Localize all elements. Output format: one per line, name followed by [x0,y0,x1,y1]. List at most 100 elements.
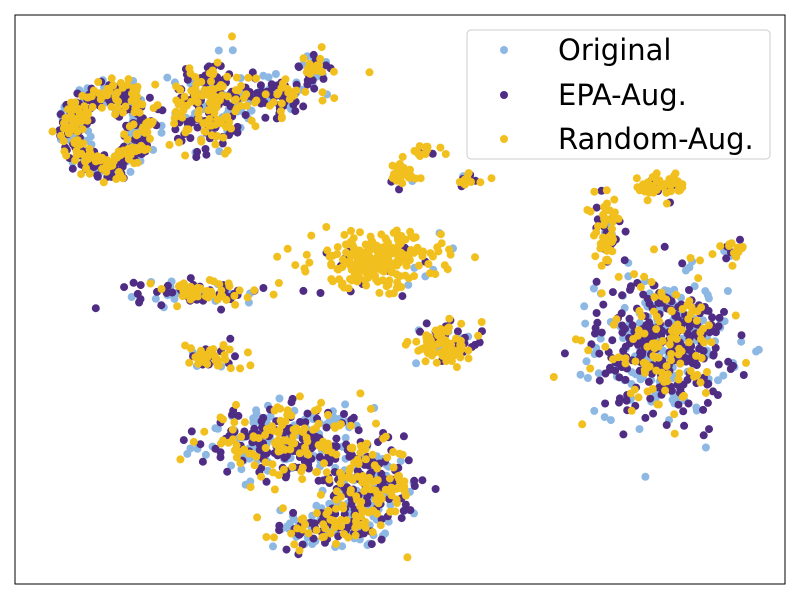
point-random-aug [325,252,334,261]
point-random-aug [406,171,415,180]
point-random-aug [289,425,298,434]
point-random-aug [652,169,661,178]
point-random-aug [639,180,647,189]
point-random-aug [134,146,143,154]
point-random-aug [410,272,419,280]
point-random-aug [287,529,296,538]
point-random-aug [614,272,623,281]
point-random-aug [396,272,404,281]
point-epa-aug [316,289,325,297]
point-random-aug [692,351,701,360]
point-epa-aug [416,327,424,336]
point-random-aug [201,127,210,136]
point-epa-aug [678,259,687,268]
point-random-aug [662,295,671,304]
point-original [237,465,246,474]
point-random-aug [434,247,443,256]
point-epa-aug [621,375,630,384]
scatter-points [48,32,763,562]
point-random-aug [692,316,701,325]
point-random-aug [277,99,286,108]
point-random-aug [243,348,252,357]
point-random-aug [273,252,282,261]
point-epa-aug [711,328,720,337]
point-random-aug [684,315,693,323]
point-random-aug [428,351,436,360]
point-random-aug [447,341,456,349]
point-random-aug [300,424,309,433]
point-random-aug [112,175,121,183]
point-random-aug [316,490,325,499]
point-random-aug [597,289,606,298]
point-random-aug [602,186,611,195]
point-random-aug [269,290,278,299]
point-original [252,406,261,415]
point-random-aug [236,459,245,468]
point-random-aug [402,261,411,270]
point-epa-aug [231,352,239,361]
point-epa-aug [259,284,268,292]
point-epa-aug [363,499,372,507]
point-epa-aug [699,347,708,355]
point-random-aug [323,246,332,255]
point-random-aug [357,497,366,506]
point-epa-aug [68,164,77,173]
point-random-aug [383,453,392,462]
point-epa-aug [281,452,290,461]
point-random-aug [364,273,373,282]
point-epa-aug [683,375,692,384]
point-random-aug [287,438,295,447]
point-random-aug [385,474,394,483]
point-random-aug [389,463,398,472]
point-random-aug [400,483,409,492]
point-epa-aug [680,421,689,430]
point-random-aug [186,344,195,353]
point-random-aug [304,529,313,538]
point-random-aug [327,275,336,284]
point-original [213,424,222,433]
point-random-aug [376,243,385,252]
point-epa-aug [307,443,316,452]
point-random-aug [274,429,283,438]
point-random-aug [674,185,683,194]
point-random-aug [643,196,652,205]
point-random-aug [225,282,234,291]
point-random-aug [113,103,122,112]
point-random-aug [126,150,135,159]
point-random-aug [311,66,320,75]
legend-label-random-aug: Random-Aug. [558,122,754,156]
point-random-aug [675,369,684,378]
point-random-aug [280,436,289,445]
point-random-aug [192,87,200,96]
point-random-aug [94,78,103,86]
point-epa-aug [261,113,270,122]
point-random-aug [474,331,483,340]
point-random-aug [361,240,370,249]
point-random-aug [191,73,200,82]
point-epa-aug [250,424,259,433]
point-random-aug [487,174,496,183]
point-random-aug [250,98,259,107]
point-original [600,413,609,422]
point-random-aug [696,378,705,387]
point-random-aug [452,363,461,372]
point-random-aug [268,460,277,469]
point-original [668,395,677,404]
point-random-aug [360,486,369,495]
point-random-aug [392,226,401,235]
point-random-aug [249,433,258,442]
point-random-aug [632,174,641,183]
point-random-aug [608,218,617,226]
point-random-aug [602,206,611,215]
point-random-aug [78,91,87,100]
point-random-aug [329,67,338,76]
point-epa-aug [615,394,624,403]
point-random-aug [219,133,228,142]
point-random-aug [703,368,711,376]
point-random-aug [219,341,228,349]
point-random-aug [627,406,636,415]
point-original [127,293,136,301]
point-random-aug [229,435,237,444]
point-random-aug [395,162,404,171]
